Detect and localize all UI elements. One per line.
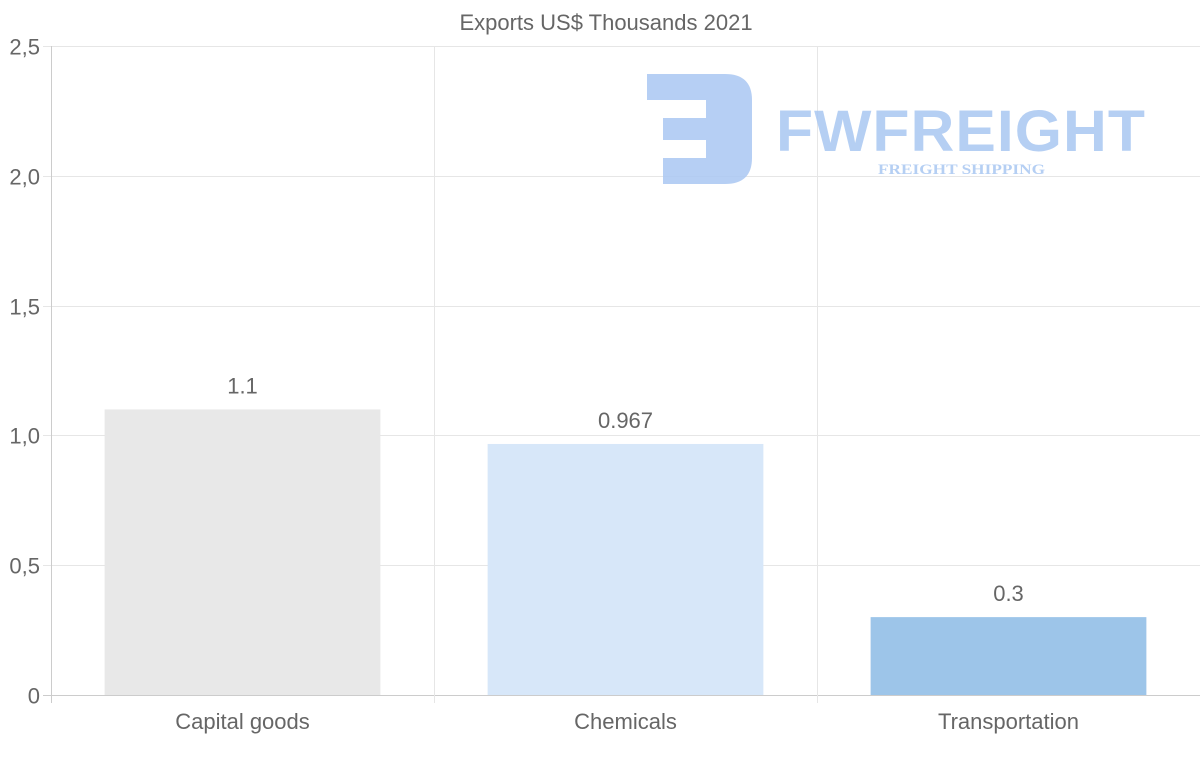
bar-chemicals[interactable] — [487, 443, 764, 695]
x-axis: Capital goods Chemicals Transportation — [175, 709, 1079, 734]
bars: 1.1 0.967 0.3 — [104, 373, 1147, 695]
data-label: 0.3 — [993, 581, 1024, 606]
bar-transportation[interactable] — [870, 617, 1147, 695]
data-label: 1.1 — [227, 373, 258, 398]
y-tick-label: 2,0 — [9, 165, 40, 190]
y-tick-label: 0,5 — [9, 554, 40, 579]
y-tick-label: 2,5 — [9, 35, 40, 60]
bar-capital-goods[interactable] — [104, 409, 381, 695]
y-tick-label: 1,0 — [9, 424, 40, 449]
fwfreight-logo-watermark: FWFREIGHT FREIGHT SHIPPING — [647, 74, 1146, 184]
x-tick-label: Capital goods — [175, 709, 310, 734]
x-tick-label: Transportation — [938, 709, 1079, 734]
y-axis: 0 0,5 1,0 1,5 2,0 2,5 — [9, 35, 40, 709]
data-label: 0.967 — [598, 408, 653, 433]
logo-wordmark: FWFREIGHT — [776, 99, 1146, 164]
x-tick-label: Chemicals — [574, 709, 677, 734]
logo-mark-icon — [647, 74, 752, 184]
y-tick-label: 0 — [28, 684, 40, 709]
chart-title: Exports US$ Thousands 2021 — [459, 10, 752, 35]
y-tick-label: 1,5 — [9, 295, 40, 320]
logo-tagline: FREIGHT SHIPPING — [878, 162, 1045, 178]
